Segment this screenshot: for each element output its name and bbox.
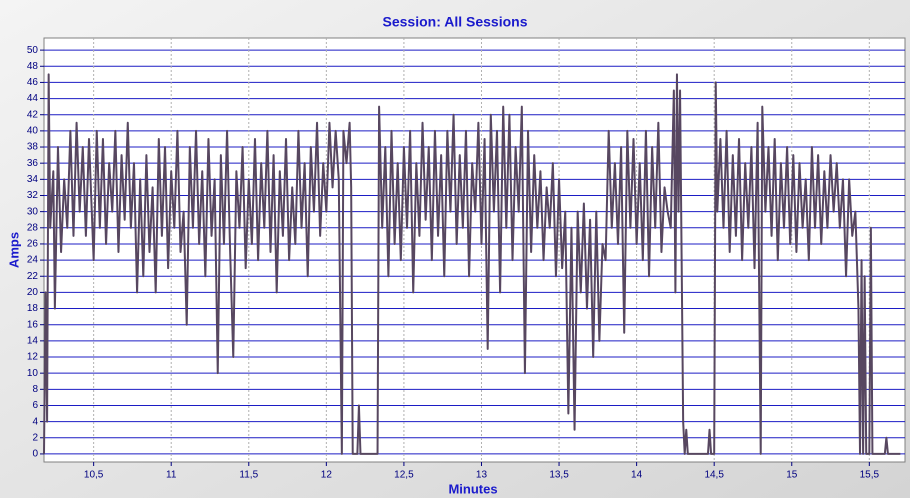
y-tick-label: 16	[27, 319, 39, 330]
y-tick-label: 48	[27, 61, 39, 72]
y-tick-label: 20	[27, 287, 39, 298]
y-tick-label: 18	[27, 303, 39, 314]
y-tick-label: 46	[27, 77, 39, 88]
y-tick-label: 14	[27, 335, 39, 346]
y-tick-label: 2	[32, 432, 38, 443]
y-tick-label: 42	[27, 109, 39, 120]
y-tick-label: 28	[27, 222, 39, 233]
data-line	[43, 73, 901, 455]
y-tick-label: 40	[27, 126, 39, 137]
y-tick-label: 34	[27, 174, 39, 185]
y-tick-label: 36	[27, 158, 39, 169]
x-tick-label: 12	[321, 470, 333, 481]
x-tick-label: 11,5	[239, 470, 258, 481]
y-tick-label: 12	[27, 352, 39, 363]
y-tick-label: 4	[32, 416, 38, 427]
x-tick-label: 13,5	[549, 470, 569, 481]
x-tick-label: 11	[166, 470, 177, 481]
y-tick-label: 22	[27, 271, 39, 282]
y-tick-label: 8	[32, 384, 38, 395]
y-tick-label: 10	[27, 368, 39, 379]
x-tick-label: 12,5	[394, 470, 414, 481]
y-tick-label: 26	[27, 239, 39, 250]
x-tick-label: 15	[786, 470, 798, 481]
plot-area	[43, 37, 906, 463]
chart-title: Session: All Sessions	[383, 14, 528, 30]
x-tick-label: 14,5	[704, 470, 724, 481]
y-tick-label: 50	[27, 45, 39, 56]
y-tick-label: 6	[32, 400, 38, 411]
y-axis-label: Amps	[6, 232, 21, 268]
y-tick-label: 38	[27, 142, 39, 153]
x-tick-label: 10,5	[84, 470, 104, 481]
x-tick-label: 13	[476, 470, 488, 481]
y-tick-label: 24	[27, 255, 39, 266]
y-tick-label: 44	[27, 93, 39, 104]
x-tick-label: 14	[631, 470, 643, 481]
x-axis-label: Minutes	[448, 481, 497, 496]
x-tick-label: 15,5	[860, 470, 880, 481]
y-tick-label: 30	[27, 206, 39, 217]
y-tick-label: 32	[27, 190, 39, 201]
y-tick-label: 0	[32, 449, 38, 460]
